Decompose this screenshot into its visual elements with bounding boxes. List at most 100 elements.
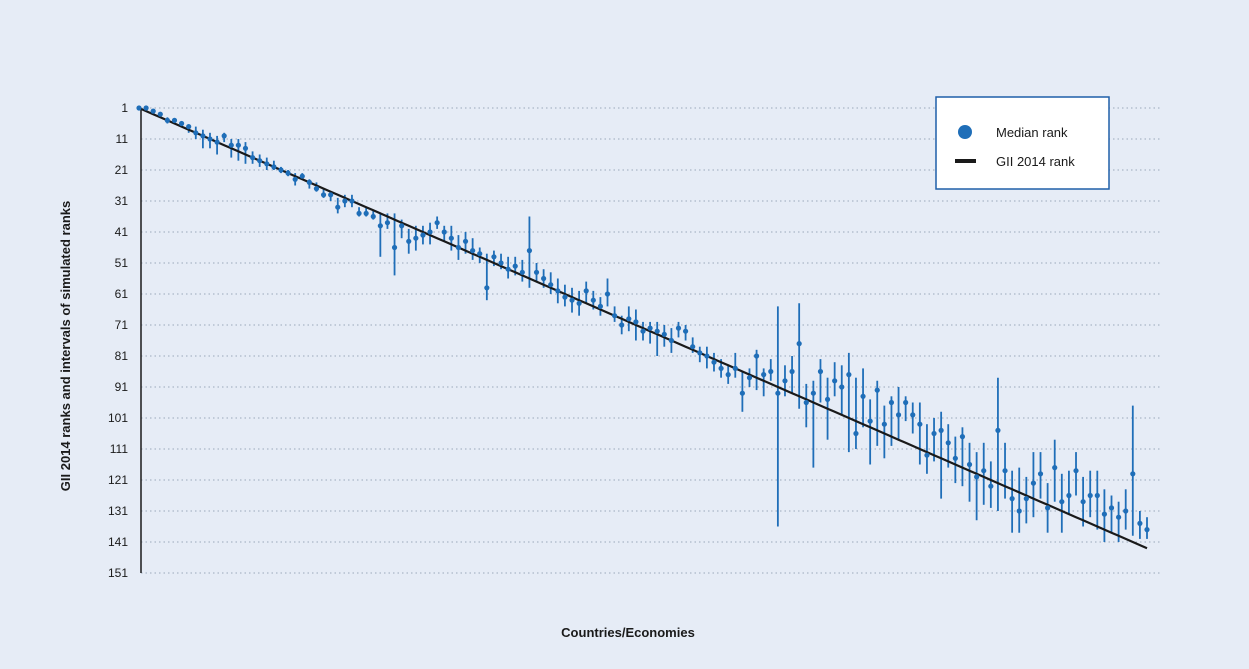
median-rank-dot [1116,514,1122,520]
median-rank-dot [441,229,447,235]
median-rank-dot [420,232,426,238]
x-axis-title: Countries/Economies [561,625,695,640]
median-rank-dot [235,142,241,148]
median-rank-dot [136,105,142,111]
legend-label-median-rank: Median rank [996,125,1068,140]
median-rank-dot [470,248,476,254]
median-rank-dot [349,198,355,204]
median-rank-dot [753,353,760,359]
median-rank-dot [242,145,249,151]
median-rank-dot [860,393,866,399]
median-rank-dot [221,133,227,139]
median-rank-dot [1123,508,1129,514]
median-rank-dot [817,368,824,375]
median-rank-dot [647,325,653,331]
median-rank-dot [917,421,923,427]
median-rank-dot [1101,511,1108,517]
median-rank-dot [952,455,958,461]
median-rank-dot [682,328,689,334]
median-rank-dot [505,266,511,272]
median-rank-dot [824,396,831,402]
median-rank-dot [313,186,320,192]
legend-dot-icon [958,125,972,139]
y-tick-label: 41 [115,225,129,239]
median-rank-dot [533,269,540,275]
median-rank-dot [541,275,547,282]
y-tick-label: 111 [110,442,129,456]
median-rank-dot [1094,492,1100,499]
median-rank-dot [903,399,909,406]
median-rank-dot [846,372,852,378]
median-rank-dot [164,117,170,123]
median-rank-dot [207,136,213,142]
median-rank-dot [1080,499,1086,505]
median-rank-dot [143,105,149,111]
y-tick-label: 31 [115,194,129,208]
median-rank-dot [562,294,568,300]
median-rank-dot [299,173,305,179]
median-rank-dot [320,192,327,198]
median-rank-dot [931,430,937,437]
y-tick-label: 131 [108,504,128,518]
median-rank-dot [810,390,816,396]
median-rank-dot [626,316,632,322]
y-tick-label: 21 [115,163,129,177]
median-rank-dot [363,210,369,216]
median-rank-dot [434,220,440,226]
median-rank-dot [484,285,490,291]
median-rank-dot [1045,505,1051,511]
median-rank-dot [761,372,767,378]
median-rank-dot [335,204,341,210]
median-rank-dot [1037,471,1044,477]
y-tick-label: 151 [108,566,128,580]
median-rank-dot [895,412,902,418]
median-rank-dot [292,176,298,182]
median-rank-dot [193,130,199,136]
median-rank-dot [462,238,469,244]
median-rank-dot [711,359,717,365]
median-rank-dot [732,365,738,371]
median-rank-dot [399,223,405,229]
median-rank-dot [938,427,944,433]
legend-box [935,96,1110,190]
median-rank-dot [519,269,525,275]
median-rank-dot [377,223,383,229]
median-rank-dot [271,164,277,170]
median-rank-dot [278,167,284,173]
median-rank-dot [512,263,518,269]
median-rank-dot [661,331,667,337]
median-rank-dot [448,235,454,241]
median-rank-dots [136,105,1150,533]
median-rank-dot [406,238,412,244]
median-rank-dot [966,461,973,468]
median-rank-dot [988,483,994,489]
median-rank-dot [1137,520,1143,527]
median-rank-dot [491,254,497,260]
median-rank-dot [1009,496,1015,502]
median-rank-dot [1002,468,1008,474]
median-rank-dot [477,251,483,257]
median-rank-dot [548,282,554,288]
median-rank-dot [718,365,724,371]
y-tick-label: 101 [108,411,128,425]
median-rank-dot [597,303,604,309]
median-rank-dot [1023,496,1029,502]
median-rank-dot [803,399,809,406]
median-rank-dot [214,139,220,145]
median-rank-dot [285,170,291,176]
median-rank-dot [583,288,589,294]
median-rank-dot [178,120,185,127]
legend: Median rank GII 2014 rank [935,96,1110,190]
median-rank-dot [945,440,951,446]
median-rank-dot [981,468,987,474]
median-rank-dot [640,328,646,334]
y-tick-label: 91 [115,380,129,394]
median-rank-dot [590,297,596,303]
median-rank-dot [775,390,781,396]
median-rank-dot [257,158,263,164]
y-tick-label: 11 [116,132,129,146]
median-rank-dot [619,322,625,328]
median-rank-dot [306,179,312,185]
